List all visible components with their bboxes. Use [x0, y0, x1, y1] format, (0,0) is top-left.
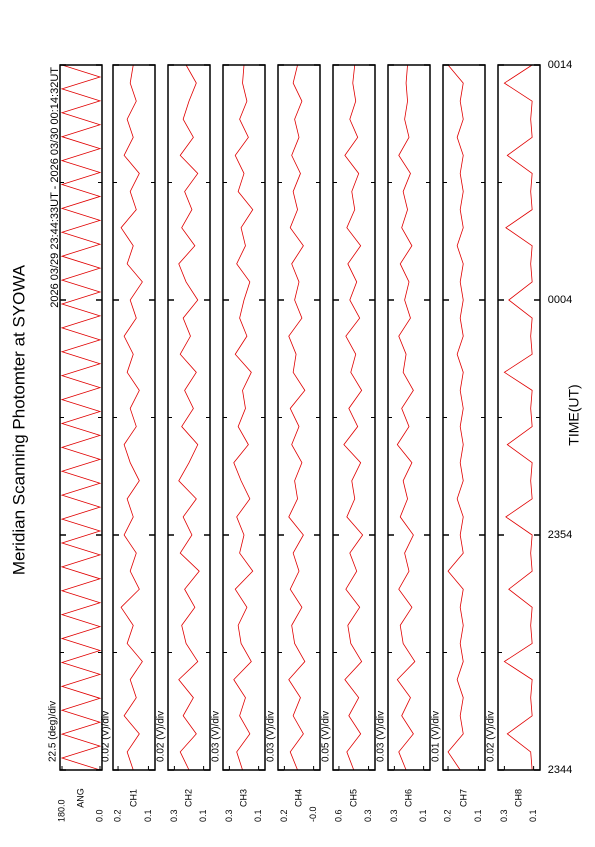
chart-title: Meridian Scanning Photomter at SYOWA — [9, 264, 28, 575]
y-tick-label: 180.0 — [56, 799, 66, 822]
trace — [503, 64, 533, 771]
subtitle: 2026 03/29 23:44:33UT - 2026 03/30 00:14… — [49, 67, 61, 308]
scale-label: 22.5 (deg)/div — [48, 701, 59, 762]
y-tick-label: 0.1 — [143, 809, 153, 822]
x-tick-label: 0014 — [548, 59, 572, 71]
panel-frame — [497, 64, 541, 771]
y-axis-label: CH3 — [238, 789, 248, 807]
x-tick-label: 2354 — [548, 529, 572, 541]
trace — [288, 64, 306, 771]
y-tick-label: 0.2 — [279, 809, 289, 822]
trace — [60, 64, 102, 771]
scale-label: 0.03 (V)/div — [211, 711, 222, 762]
y-tick-label: 0.6 — [333, 809, 343, 822]
x-axis-label: TIME(UT) — [566, 384, 582, 445]
y-tick-label: 0.1 — [418, 809, 428, 822]
y-axis-label: CH5 — [348, 789, 358, 807]
y-tick-label: 0.1 — [198, 809, 208, 822]
y-tick-label: 0.3 — [363, 809, 373, 822]
scale-label: 0.05 (V)/div — [321, 711, 332, 762]
panel-frame — [332, 64, 376, 771]
y-axis-label: CH4 — [293, 789, 303, 807]
x-tick-label: 0004 — [548, 294, 572, 306]
y-axis-label: CH6 — [403, 789, 413, 807]
y-axis-label: CH8 — [513, 789, 523, 807]
trace — [447, 64, 464, 771]
y-axis-label: CH1 — [128, 789, 138, 807]
trace — [233, 64, 254, 771]
scale-label: 0.02 (V)/div — [156, 711, 167, 762]
panel-frame — [167, 64, 211, 771]
y-axis-label: CH2 — [183, 789, 193, 807]
scale-label: 0.01 (V)/div — [431, 711, 442, 762]
scale-label: 0.02 (V)/div — [101, 711, 112, 762]
y-tick-label: 0.1 — [473, 809, 483, 822]
x-tick-label: 2344 — [548, 764, 572, 776]
scale-label: 0.03 (V)/div — [376, 711, 387, 762]
panel-frame — [222, 64, 266, 771]
y-tick-label: 0.3 — [169, 809, 179, 822]
y-tick-label: 0.1 — [528, 809, 538, 822]
y-tick-label: -0.0 — [308, 806, 318, 822]
y-tick-label: 0.2 — [112, 809, 122, 822]
panel-frame — [112, 64, 156, 771]
trace — [178, 64, 200, 771]
trace — [120, 64, 143, 771]
trace — [396, 64, 416, 771]
y-tick-label: 0.0 — [94, 809, 104, 822]
y-axis-label: CH7 — [458, 789, 468, 807]
y-axis-label: ANG — [75, 788, 85, 808]
trace — [343, 64, 364, 771]
y-tick-label: 0.3 — [499, 809, 509, 822]
scale-label: 0.03 (V)/div — [266, 711, 277, 762]
scale-label: 0.02 (V)/div — [486, 711, 497, 762]
y-tick-label: 0.3 — [224, 809, 234, 822]
y-tick-label: 0.2 — [442, 809, 452, 822]
panel-frame — [442, 64, 486, 771]
y-tick-label: 0.3 — [389, 809, 399, 822]
y-tick-label: 0.1 — [253, 809, 263, 822]
